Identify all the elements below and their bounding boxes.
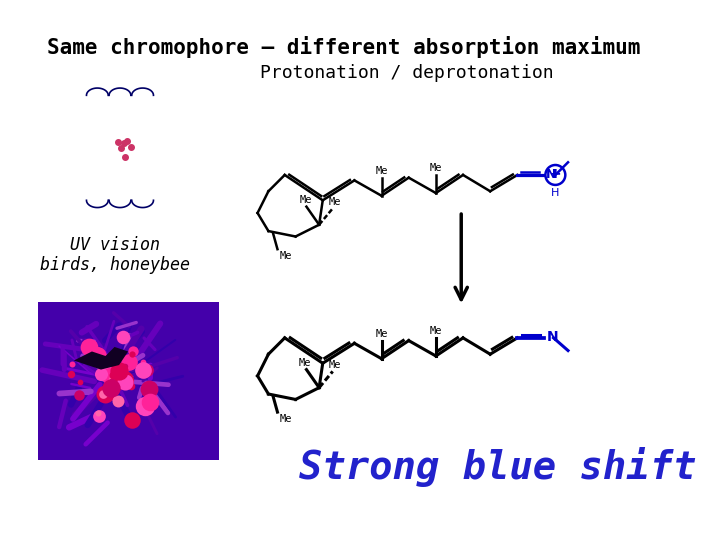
Text: UV vision
birds, honeybee: UV vision birds, honeybee xyxy=(40,235,191,274)
Text: Me: Me xyxy=(375,166,388,176)
Text: Me: Me xyxy=(328,360,341,369)
Text: +: + xyxy=(549,167,561,181)
Text: Strong blue shift: Strong blue shift xyxy=(299,447,696,487)
Text: Protonation / deprotonation: Protonation / deprotonation xyxy=(260,64,554,82)
Text: Me: Me xyxy=(430,163,442,173)
Text: Me: Me xyxy=(375,329,388,339)
Text: Me: Me xyxy=(430,326,442,336)
Text: N: N xyxy=(546,330,558,344)
Text: Me: Me xyxy=(328,197,341,207)
Text: N: N xyxy=(546,167,557,180)
Polygon shape xyxy=(74,347,128,369)
Text: Me: Me xyxy=(279,414,292,424)
Bar xyxy=(37,302,219,460)
Text: Me: Me xyxy=(298,358,311,368)
Text: Me: Me xyxy=(300,195,312,205)
Text: Me: Me xyxy=(279,251,292,261)
Text: Same chromophore – different absorption maximum: Same chromophore – different absorption … xyxy=(47,37,640,58)
Text: H: H xyxy=(552,187,559,198)
